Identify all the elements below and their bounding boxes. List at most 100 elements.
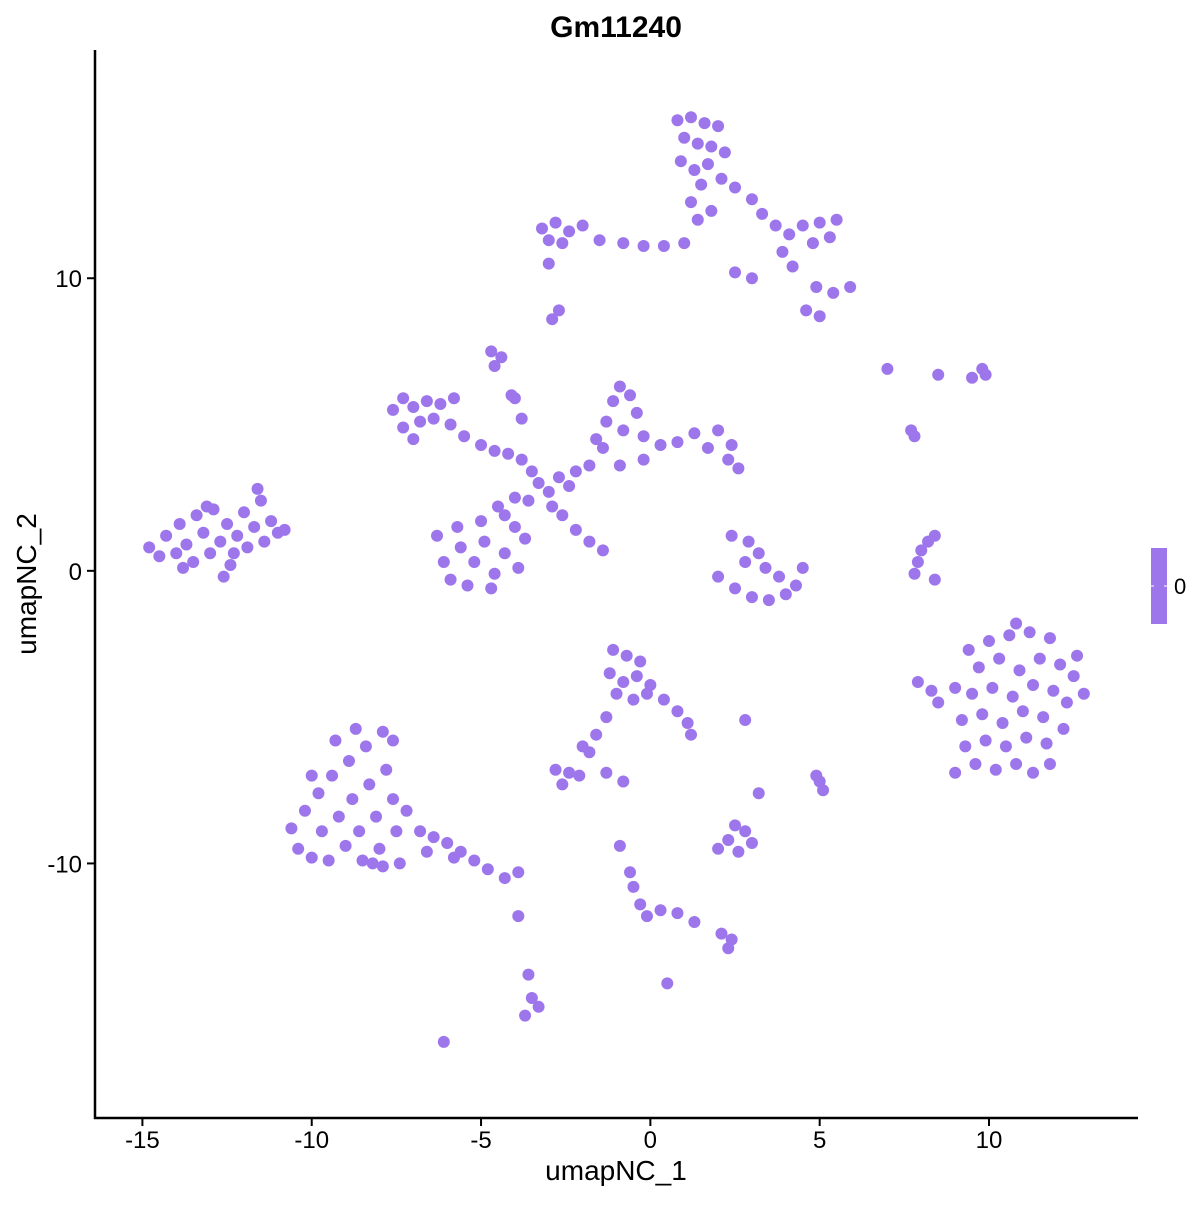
data-point bbox=[630, 670, 643, 683]
data-point bbox=[583, 535, 596, 548]
data-point bbox=[810, 769, 823, 782]
data-point bbox=[789, 579, 802, 592]
data-point bbox=[241, 541, 254, 554]
data-point bbox=[779, 588, 792, 601]
data-point bbox=[996, 716, 1009, 729]
y-tick-label: -10 bbox=[47, 851, 82, 878]
data-point bbox=[989, 763, 1002, 776]
data-point bbox=[949, 766, 962, 779]
data-point bbox=[502, 447, 515, 460]
data-point bbox=[556, 509, 569, 522]
data-point bbox=[329, 734, 342, 747]
data-point bbox=[451, 520, 464, 533]
data-point bbox=[627, 693, 640, 706]
data-point bbox=[285, 822, 298, 835]
x-tick-label: -15 bbox=[125, 1127, 160, 1154]
data-point bbox=[512, 561, 525, 574]
data-point bbox=[549, 763, 562, 776]
data-point bbox=[498, 547, 511, 560]
data-point bbox=[817, 784, 830, 797]
data-point bbox=[204, 547, 217, 560]
data-point bbox=[637, 453, 650, 466]
data-point bbox=[508, 520, 521, 533]
data-point bbox=[617, 237, 630, 250]
data-point bbox=[214, 535, 227, 548]
data-point bbox=[786, 260, 799, 273]
data-point bbox=[332, 810, 345, 823]
data-point bbox=[722, 942, 735, 955]
data-point bbox=[254, 494, 267, 507]
data-point bbox=[387, 734, 399, 747]
data-point bbox=[1020, 731, 1033, 744]
data-point bbox=[427, 831, 440, 844]
data-point bbox=[729, 582, 742, 595]
data-point bbox=[508, 392, 521, 405]
data-point bbox=[725, 529, 738, 542]
data-point bbox=[908, 430, 921, 443]
data-point bbox=[573, 769, 586, 782]
data-point bbox=[1023, 626, 1036, 639]
data-point bbox=[806, 237, 819, 250]
data-point bbox=[654, 904, 667, 917]
data-point bbox=[966, 687, 979, 700]
x-tick-label: -10 bbox=[294, 1127, 329, 1154]
data-point bbox=[634, 898, 647, 911]
data-point bbox=[607, 395, 620, 408]
data-point bbox=[231, 529, 244, 542]
data-point bbox=[972, 661, 985, 674]
data-point bbox=[800, 304, 813, 317]
data-point bbox=[200, 500, 213, 513]
data-point bbox=[359, 740, 372, 753]
data-point bbox=[160, 529, 173, 542]
data-point bbox=[979, 368, 992, 381]
data-point bbox=[393, 857, 406, 870]
data-point bbox=[701, 441, 714, 454]
y-tick-label: 0 bbox=[69, 559, 82, 586]
data-point bbox=[356, 854, 369, 867]
data-point bbox=[177, 561, 190, 574]
data-point bbox=[600, 415, 613, 428]
data-point bbox=[468, 556, 481, 569]
data-point bbox=[630, 406, 643, 419]
data-point bbox=[725, 439, 738, 452]
data-point bbox=[959, 740, 972, 753]
data-point bbox=[437, 556, 450, 569]
data-point bbox=[813, 216, 826, 229]
legend-label: 0 bbox=[1174, 574, 1186, 599]
data-point bbox=[569, 523, 582, 536]
data-point bbox=[640, 910, 653, 923]
data-point bbox=[718, 146, 731, 159]
data-point bbox=[712, 120, 725, 133]
data-point bbox=[387, 793, 399, 806]
data-point bbox=[414, 415, 427, 428]
data-point bbox=[722, 834, 735, 847]
data-point bbox=[688, 163, 701, 176]
data-point bbox=[444, 573, 457, 586]
data-point bbox=[488, 567, 501, 580]
data-point bbox=[542, 485, 555, 498]
data-point bbox=[498, 509, 511, 522]
data-point bbox=[830, 213, 843, 226]
data-point bbox=[407, 400, 420, 413]
data-point bbox=[1077, 687, 1090, 700]
data-point bbox=[1054, 658, 1067, 671]
data-point bbox=[495, 351, 508, 364]
data-point bbox=[624, 866, 637, 879]
data-point bbox=[1071, 649, 1084, 662]
data-point bbox=[447, 392, 460, 405]
data-point bbox=[596, 441, 609, 454]
data-point bbox=[881, 362, 894, 375]
data-point bbox=[762, 594, 775, 607]
y-tick-label: 10 bbox=[55, 266, 82, 293]
data-point bbox=[671, 705, 684, 718]
data-point bbox=[908, 567, 921, 580]
data-point bbox=[447, 851, 460, 864]
data-point bbox=[688, 915, 701, 928]
data-point bbox=[153, 550, 166, 563]
data-point bbox=[657, 240, 670, 253]
data-point bbox=[475, 439, 488, 452]
data-point bbox=[515, 453, 528, 466]
data-point bbox=[637, 240, 650, 253]
data-point bbox=[563, 479, 576, 492]
x-tick-label: 5 bbox=[813, 1127, 826, 1154]
